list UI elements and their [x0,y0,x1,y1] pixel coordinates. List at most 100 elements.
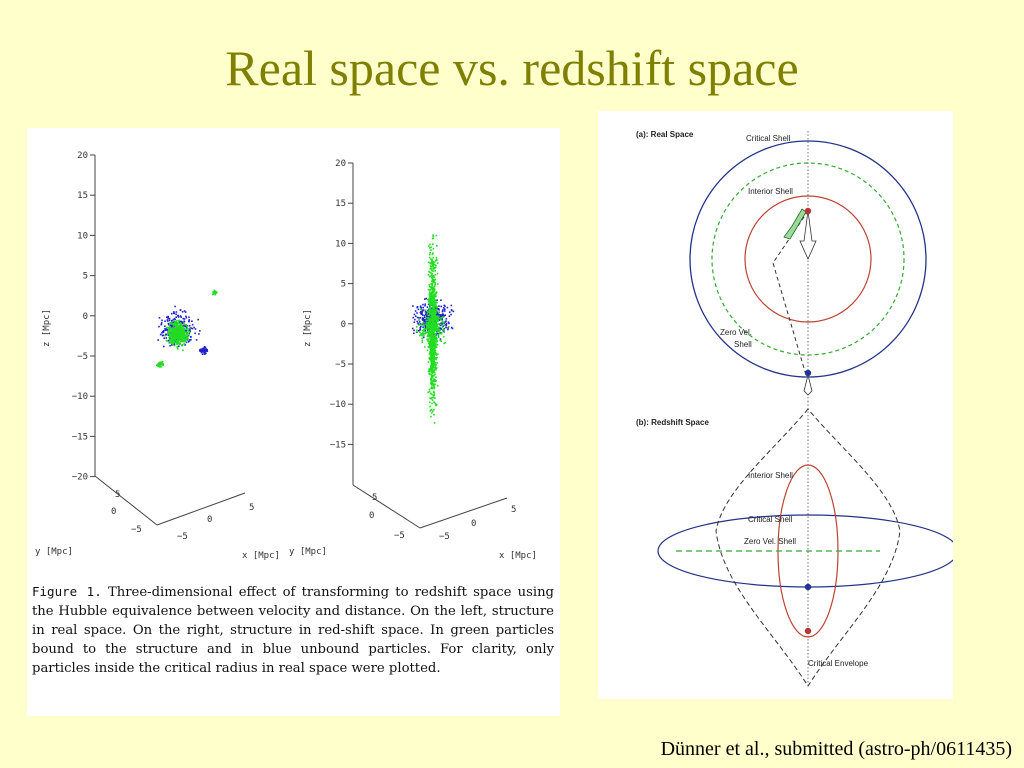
particle-point [187,330,190,332]
particle-point [419,326,422,329]
particle-point [443,328,445,331]
particle-point [435,305,438,307]
particle-point [434,332,436,335]
particle-point [440,323,442,326]
particle-point [156,363,159,366]
critical-shell-point [804,369,812,377]
particle-point [418,323,421,326]
particle-point [431,307,433,310]
particle-point [199,348,202,351]
particle-point [443,304,446,307]
particle-point [427,274,430,276]
particle-point [179,309,182,311]
particle-point [169,336,171,338]
particle-point [157,365,159,367]
particle-point [202,349,204,352]
particle-point [430,362,433,364]
particle-point [420,307,423,309]
particle-point [214,292,216,294]
particle-point [435,333,437,335]
right-particle-cloud [411,234,455,424]
particle-point [191,327,194,330]
particle-point [433,321,435,323]
particle-point [429,392,432,395]
particle-point [171,330,174,333]
particle-point [444,341,447,344]
particle-point [429,253,431,256]
particle-point [184,344,186,346]
particle-point [434,334,437,337]
velocity-arrow-white [799,210,817,260]
particle-point [432,310,434,313]
left-z-ticks: 20 15 10 5 0 −5 −10 −15 −20 [72,151,95,483]
particle-point [160,365,162,368]
particle-point [172,318,175,321]
particle-point [428,271,431,274]
particle-point [428,342,430,345]
particle-point [171,329,173,332]
particle-point [175,337,177,339]
particle-point [169,330,172,333]
particle-point [164,328,166,330]
particle-point [422,336,425,339]
particle-point [421,339,424,342]
particle-point [437,316,440,318]
particle-point [428,314,431,317]
particle-point [184,331,186,333]
particle-point [430,336,433,339]
particle-point [429,368,431,370]
particle-point [430,386,433,388]
right-y-tick: 0 [369,511,374,521]
particle-point [202,350,205,353]
particle-point [412,316,414,319]
particle-point [432,326,434,329]
particle-point [182,323,185,325]
particle-point [168,336,170,339]
trajectory-dashed-line [772,210,809,376]
particle-point [186,325,188,328]
particle-point [436,343,439,346]
particle-point [186,327,189,330]
particle-point [189,339,191,341]
z-tick-label: −15 [72,432,88,442]
z-tick-label: −20 [72,473,88,483]
particle-point [169,342,172,344]
particle-point [429,252,431,254]
right-x-tick: 0 [471,519,476,529]
particle-point [169,341,172,343]
particle-point [434,358,437,360]
particle-point [441,310,444,312]
left-particle-cloud [156,289,218,368]
particle-point [431,343,434,345]
particle-point [422,306,424,309]
particle-point [433,422,436,424]
particle-point [166,340,168,342]
particle-point [442,335,445,338]
particle-point [178,342,180,344]
particle-point [433,309,435,312]
particle-point [431,334,434,336]
particle-point [434,260,437,262]
particle-point [178,335,180,338]
particle-point [163,337,166,339]
right-x-tick: 5 [511,505,516,515]
particle-point [191,323,194,326]
particle-point [175,321,177,323]
particle-point [432,291,434,293]
particle-point [176,324,179,326]
particle-point [433,322,436,325]
particle-point [437,332,439,335]
particle-point [428,324,431,326]
particle-point [172,334,174,336]
particle-point [178,322,180,325]
particle-point [428,331,430,333]
particle-point [175,335,177,338]
particle-point [164,320,166,322]
particle-point [440,322,442,324]
particle-point [440,317,442,319]
particle-point [443,320,445,323]
z-tick-label: −5 [335,360,346,370]
particle-point [434,310,436,312]
particle-point [422,317,424,320]
particle-point [426,326,429,328]
